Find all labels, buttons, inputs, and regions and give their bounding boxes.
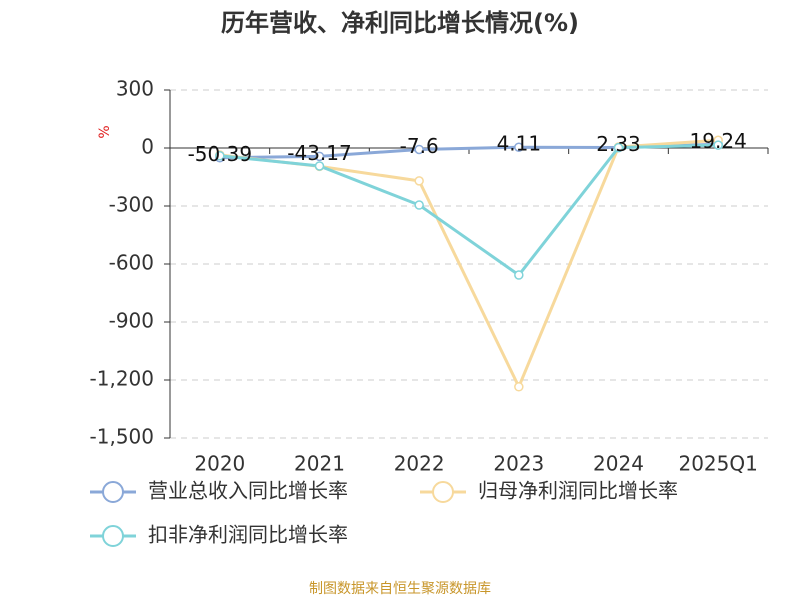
y-tick-label: -600 — [109, 251, 154, 275]
data-label: 4.11 — [497, 132, 542, 156]
legend-marker — [102, 481, 124, 503]
y-tick-label: -1,200 — [90, 367, 154, 391]
legend-label: 扣非净利润同比增长率 — [148, 523, 348, 547]
legend-marker — [432, 481, 454, 503]
data-point — [314, 161, 325, 171]
data-label: -7.6 — [400, 134, 439, 158]
x-tick-label: 2023 — [493, 452, 544, 476]
data-label: -50.39 — [188, 142, 252, 166]
legend-label: 营业总收入同比增长率 — [148, 479, 348, 503]
data-point — [215, 150, 225, 161]
data-point — [414, 144, 424, 155]
series-line — [219, 143, 719, 278]
y-axis-label: % — [97, 125, 113, 138]
data-point — [713, 140, 723, 150]
data-point — [414, 200, 424, 210]
data-point — [514, 142, 524, 152]
data-label: 19.24 — [690, 129, 747, 153]
data-point — [613, 142, 624, 153]
data-point — [314, 151, 325, 162]
x-tick-label: 2021 — [294, 452, 345, 476]
data-label: 2.33 — [596, 132, 641, 156]
y-tick-label: -1,500 — [90, 425, 154, 449]
data-point — [514, 382, 524, 392]
chart-title: 历年营收、净利同比增长情况(%) — [221, 9, 579, 37]
legend-label: 归母净利润同比增长率 — [478, 479, 678, 503]
data-point — [414, 176, 424, 186]
data-point — [514, 270, 524, 280]
data-label: -43.17 — [287, 141, 351, 165]
y-tick-label: -300 — [109, 193, 154, 217]
y-tick-label: -900 — [109, 309, 154, 333]
source-note: 制图数据来自恒生聚源数据库 — [309, 581, 491, 597]
y-tick-label: 300 — [116, 77, 154, 101]
x-tick-label: 2020 — [194, 452, 245, 476]
legend-marker — [102, 525, 124, 547]
x-tick-label: 2024 — [593, 452, 644, 476]
x-tick-label: 2025Q1 — [678, 452, 757, 476]
y-tick-label: 0 — [141, 135, 154, 159]
x-tick-label: 2022 — [394, 452, 445, 476]
